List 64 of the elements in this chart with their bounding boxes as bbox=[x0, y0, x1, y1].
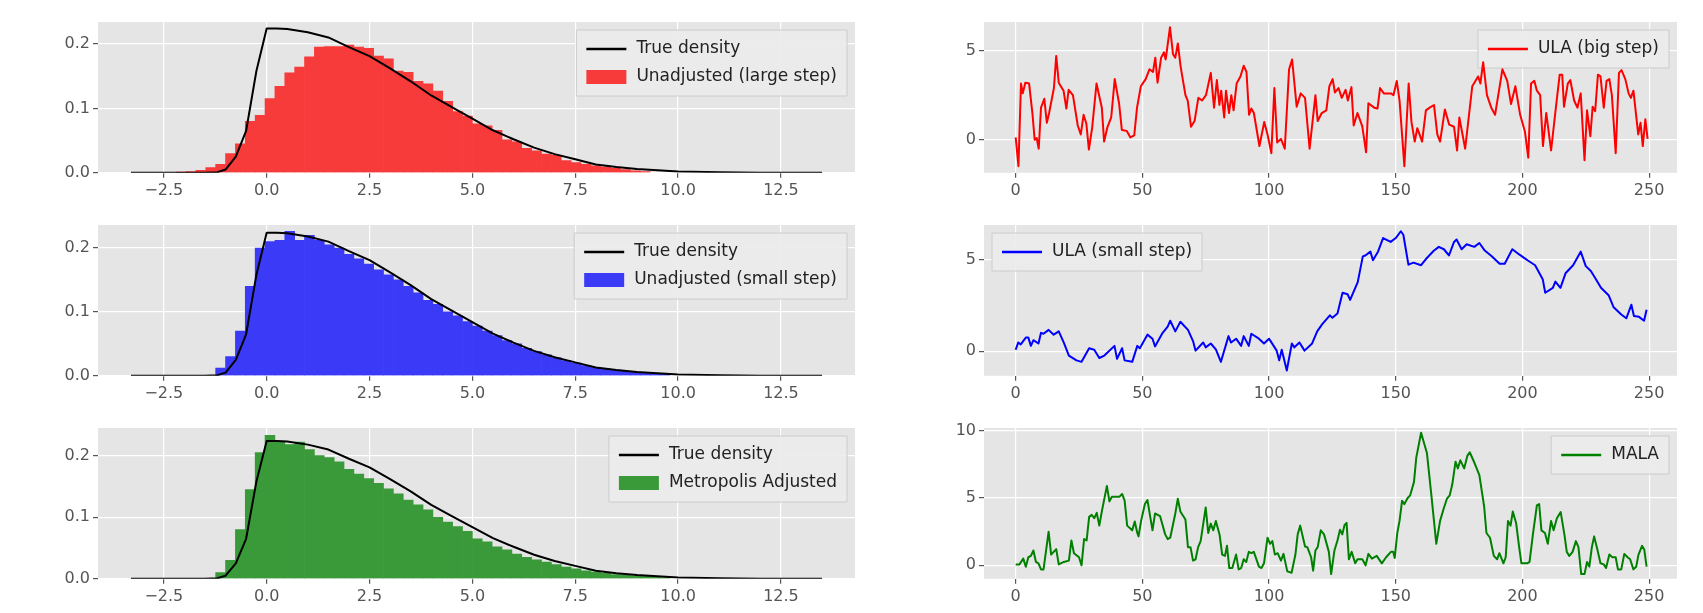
legend-label: ULA (small step) bbox=[1052, 240, 1193, 261]
y-tick-label: 10 bbox=[955, 419, 976, 439]
legend-label: Unadjusted (small step) bbox=[634, 268, 838, 289]
x-tick-label: 0.0 bbox=[253, 179, 280, 199]
legend-label: MALA bbox=[1611, 443, 1660, 464]
x-tick-label: 5.0 bbox=[459, 179, 486, 199]
x-tick-label: 150 bbox=[1380, 382, 1412, 402]
x-tick-label: 5.0 bbox=[459, 382, 486, 402]
x-tick-label: −2.5 bbox=[144, 382, 184, 402]
legend-label: True density bbox=[635, 37, 741, 58]
x-tick-label: 50 bbox=[1132, 585, 1153, 605]
y-tick-label: 0 bbox=[965, 128, 976, 148]
x-tick-label: −2.5 bbox=[144, 179, 184, 199]
y-tick-label: 0 bbox=[965, 554, 976, 574]
x-tick-label: 12.5 bbox=[763, 382, 799, 402]
x-tick-label: 250 bbox=[1633, 585, 1665, 605]
x-tick-label: 0 bbox=[1010, 179, 1021, 199]
y-tick-label: 0 bbox=[965, 340, 976, 360]
y-tick-label: 0.0 bbox=[64, 161, 90, 181]
x-tick-label: 0.0 bbox=[253, 585, 280, 605]
y-tick-label: 5 bbox=[965, 248, 976, 268]
y-tick-label: 0.1 bbox=[64, 301, 90, 321]
x-tick-label: 2.5 bbox=[356, 179, 383, 199]
y-tick-label: 0.2 bbox=[64, 33, 90, 53]
x-tick-label: 250 bbox=[1633, 179, 1665, 199]
x-tick-label: 10.0 bbox=[660, 179, 696, 199]
y-tick-label: 0.2 bbox=[64, 444, 90, 464]
y-tick-label: 5 bbox=[965, 487, 976, 507]
y-tick-label: 0.1 bbox=[64, 97, 90, 117]
y-tick-label: 0.1 bbox=[64, 506, 90, 526]
legend-label: True density bbox=[667, 443, 773, 464]
x-tick-label: 5.0 bbox=[459, 585, 486, 605]
x-tick-label: 7.5 bbox=[562, 382, 588, 402]
x-tick-label: 12.5 bbox=[763, 585, 799, 605]
x-tick-label: 150 bbox=[1380, 585, 1412, 605]
x-tick-label: 100 bbox=[1253, 382, 1285, 402]
x-tick-label: 200 bbox=[1507, 585, 1538, 605]
x-tick-label: 2.5 bbox=[356, 585, 383, 605]
legend-label: Metropolis Adjusted bbox=[668, 471, 838, 492]
x-tick-label: 150 bbox=[1380, 179, 1412, 199]
x-tick-label: 200 bbox=[1507, 382, 1538, 402]
x-tick-label: 2.5 bbox=[356, 382, 383, 402]
x-tick-label: 7.5 bbox=[562, 585, 588, 605]
y-tick-label: 5 bbox=[965, 39, 976, 59]
x-tick-label: 100 bbox=[1253, 585, 1285, 605]
x-tick-label: 10.0 bbox=[660, 585, 696, 605]
x-tick-label: 100 bbox=[1253, 179, 1285, 199]
x-tick-label: −2.5 bbox=[144, 585, 184, 605]
legend-label: ULA (big step) bbox=[1537, 37, 1660, 58]
legend-label: True density bbox=[633, 240, 739, 261]
x-tick-label: 0 bbox=[1010, 585, 1021, 605]
y-tick-label: 0.0 bbox=[64, 364, 90, 384]
x-tick-label: 200 bbox=[1507, 179, 1538, 199]
x-tick-label: 250 bbox=[1633, 382, 1665, 402]
x-tick-label: 0.0 bbox=[253, 382, 280, 402]
x-tick-label: 7.5 bbox=[562, 179, 588, 199]
x-tick-label: 50 bbox=[1132, 382, 1153, 402]
x-tick-label: 50 bbox=[1132, 179, 1153, 199]
x-tick-label: 10.0 bbox=[660, 382, 696, 402]
y-tick-label: 0.2 bbox=[64, 237, 90, 257]
y-tick-label: 0.0 bbox=[64, 567, 90, 587]
x-tick-label: 12.5 bbox=[763, 179, 799, 199]
legend-label: Unadjusted (large step) bbox=[636, 65, 837, 86]
x-tick-label: 0 bbox=[1010, 382, 1021, 402]
